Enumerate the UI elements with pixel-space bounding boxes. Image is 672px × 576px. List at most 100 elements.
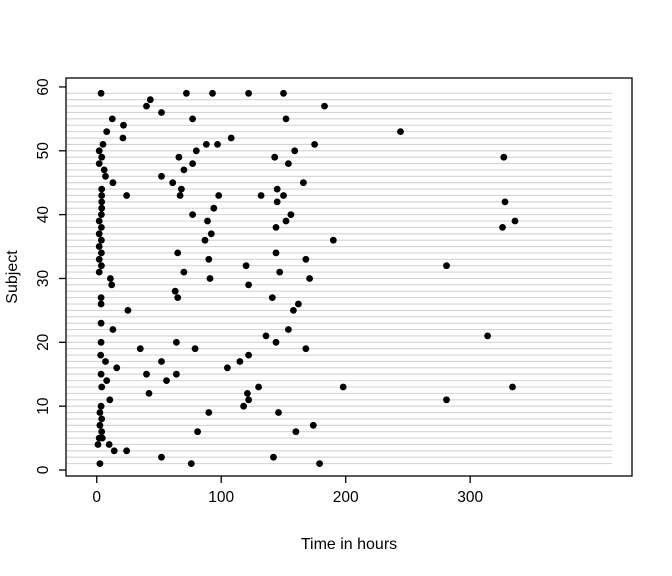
event-dot xyxy=(95,217,103,225)
event-dot xyxy=(95,268,103,276)
event-dot xyxy=(205,255,213,263)
event-dot xyxy=(189,160,197,168)
event-dot xyxy=(158,172,165,180)
event-dot xyxy=(309,421,317,429)
event-dot xyxy=(158,109,165,116)
event-dot xyxy=(273,198,281,206)
event-dot xyxy=(97,319,105,327)
event-dot xyxy=(110,447,118,455)
event-dot xyxy=(109,179,117,187)
event-dot xyxy=(287,211,295,219)
event-dot xyxy=(95,255,103,263)
event-dot xyxy=(285,326,292,333)
event-dot xyxy=(262,332,270,340)
event-dot xyxy=(113,364,121,372)
event-dot xyxy=(443,396,450,404)
event-dot xyxy=(207,230,215,238)
x-tick-label: 100 xyxy=(208,489,234,506)
event-dot xyxy=(189,115,197,123)
event-dot xyxy=(484,332,491,340)
event-dot xyxy=(97,370,105,378)
event-dot xyxy=(255,383,262,391)
event-dot xyxy=(102,358,109,365)
y-tick-label: 60 xyxy=(35,78,52,96)
event-dot xyxy=(339,383,347,391)
event-dot xyxy=(206,275,214,282)
event-dot xyxy=(202,141,210,148)
event-dot xyxy=(509,383,516,391)
event-dot xyxy=(97,402,105,410)
event-dot xyxy=(102,172,109,180)
event-dot xyxy=(271,153,279,161)
event-dot xyxy=(187,460,195,467)
event-dot xyxy=(123,447,130,455)
y-tick-label: 30 xyxy=(35,269,52,287)
plot-border xyxy=(65,77,633,477)
event-dot xyxy=(273,185,281,193)
event-dot xyxy=(191,345,199,353)
event-dot xyxy=(98,192,106,199)
event-dot xyxy=(257,192,265,199)
event-dot xyxy=(244,390,251,397)
event-dot xyxy=(173,338,180,346)
event-dot xyxy=(268,294,276,301)
event-dot xyxy=(443,262,450,270)
event-dot xyxy=(98,198,106,206)
event-dot xyxy=(98,428,106,436)
event-dot xyxy=(173,370,180,378)
event-dot xyxy=(96,409,104,416)
event-dot xyxy=(108,281,116,289)
event-dot xyxy=(98,153,106,161)
event-dot xyxy=(98,204,106,212)
event-dot xyxy=(136,345,144,353)
event-dot xyxy=(275,409,282,416)
event-dot xyxy=(302,255,310,263)
event-dot xyxy=(107,275,114,282)
event-dot xyxy=(158,453,165,461)
event-dot xyxy=(176,192,184,199)
data-points xyxy=(94,89,519,467)
event-dot xyxy=(97,294,105,301)
event-dot xyxy=(511,217,519,225)
event-dot xyxy=(124,307,132,314)
event-dot xyxy=(146,96,154,104)
event-dot xyxy=(98,224,105,231)
event-dot xyxy=(169,179,177,187)
event-dot xyxy=(180,166,188,174)
event-dot xyxy=(174,294,182,301)
y-tick-label: 0 xyxy=(35,465,52,474)
event-dot xyxy=(105,441,113,448)
event-dot xyxy=(174,249,182,257)
event-dot xyxy=(97,300,105,308)
event-dot xyxy=(291,147,299,155)
event-dot xyxy=(280,192,287,199)
event-dot xyxy=(245,89,253,97)
event-dot xyxy=(96,421,104,429)
event-dot xyxy=(98,262,105,270)
event-dot xyxy=(95,243,103,250)
event-dot xyxy=(171,287,179,295)
event-dot xyxy=(143,102,150,110)
event-dot xyxy=(501,198,509,206)
event-dot xyxy=(158,358,165,365)
event-dot xyxy=(143,370,150,378)
event-dot xyxy=(108,115,116,123)
event-dot xyxy=(500,153,508,161)
event-dot xyxy=(98,434,106,442)
event-dot xyxy=(119,134,127,142)
event-dot xyxy=(272,249,280,257)
event-dot xyxy=(106,396,114,404)
event-dot xyxy=(224,364,231,372)
event-dot xyxy=(295,300,302,308)
event-dot xyxy=(98,211,105,219)
y-tick-label: 40 xyxy=(35,206,52,224)
event-dot xyxy=(311,141,318,148)
plot-frame xyxy=(65,77,633,477)
event-dot xyxy=(276,268,284,276)
event-dot xyxy=(292,428,300,436)
event-dot xyxy=(272,338,280,346)
x-axis-title: Time in hours xyxy=(301,536,397,553)
y-axis-title: Subject xyxy=(4,250,21,304)
event-dot xyxy=(99,141,107,148)
